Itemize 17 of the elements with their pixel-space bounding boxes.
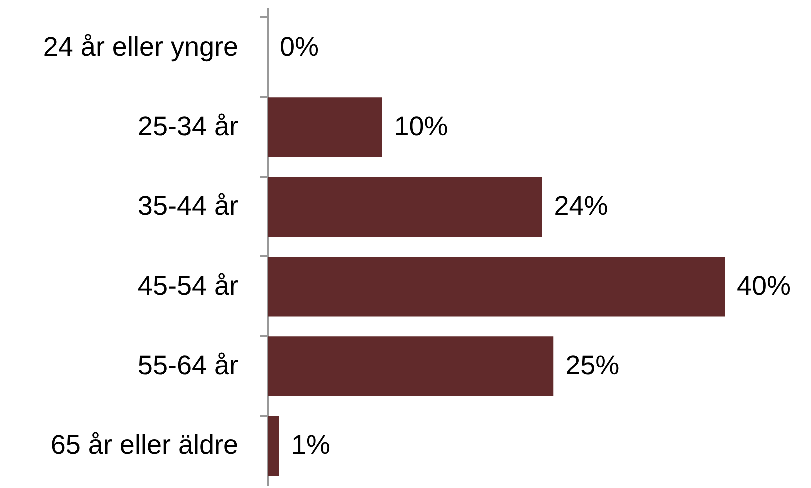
data-label: 24% xyxy=(554,191,608,222)
data-label: 1% xyxy=(291,430,330,460)
data-label: 0% xyxy=(280,32,320,62)
y-tick-label: 35-44 år xyxy=(138,191,238,222)
y-tick-label: 65 år eller äldre xyxy=(50,430,238,460)
y-tick-label: 25-34 år xyxy=(138,112,238,142)
bar xyxy=(268,98,382,158)
y-tick-label: 24 år eller yngre xyxy=(43,32,238,62)
y-tick-label: 55-64 år xyxy=(138,350,238,380)
bar xyxy=(268,416,280,476)
data-label: 25% xyxy=(566,350,620,380)
y-tick-label: 45-54 år xyxy=(138,270,238,301)
data-label: 10% xyxy=(394,112,448,142)
data-label: 40% xyxy=(737,270,792,301)
bar xyxy=(268,256,725,317)
bar xyxy=(268,177,542,238)
bar xyxy=(268,336,554,396)
